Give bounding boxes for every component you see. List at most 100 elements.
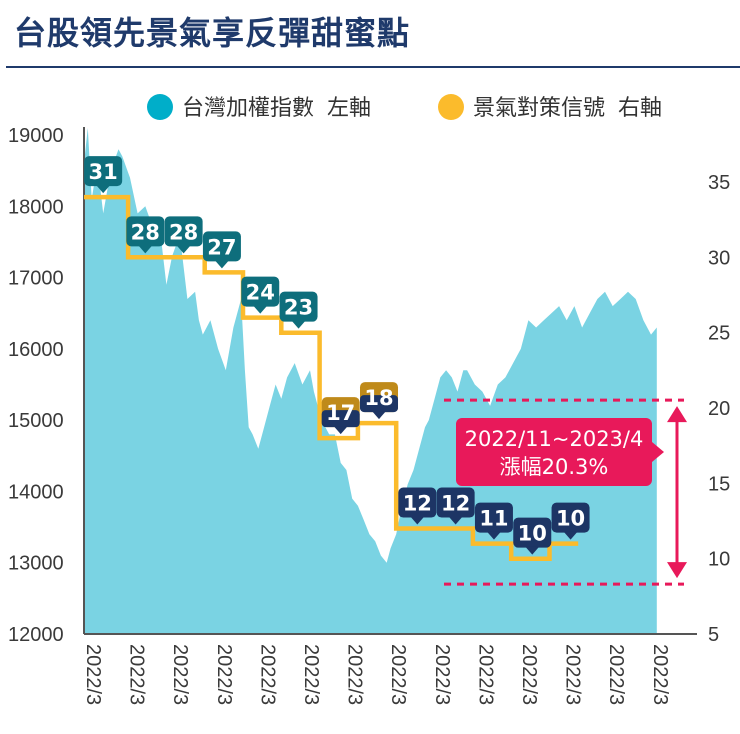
badge-box-lower: [360, 395, 399, 413]
x-tick-label: 2022/3: [562, 644, 584, 705]
annotation-box: [456, 418, 652, 486]
badge-box: [202, 231, 241, 262]
x-tick-label: 2022/3: [518, 644, 540, 705]
badge-value: 12: [441, 492, 470, 516]
badge-value: 28: [131, 220, 160, 244]
x-tick-label: 2022/3: [256, 644, 278, 705]
x-tick-label: 2022/3: [213, 644, 235, 705]
annotation-line: 2022/11~2023/4: [465, 427, 644, 451]
right-tick-label: 5: [708, 624, 719, 646]
annotation-guides: [444, 398, 684, 586]
range-arrow-down: [667, 562, 687, 579]
right-tick-label: 30: [708, 247, 730, 269]
signal-badges: 31 28 28 27 24 23 17 18 12 12 11 10 10: [84, 156, 590, 555]
right-tick-label: 15: [708, 473, 730, 495]
right-axis-ticks: 35 30 25 20 15 10 5: [708, 172, 730, 646]
left-tick-label: 17000: [8, 268, 64, 290]
x-tick-label: 2022/3: [300, 644, 322, 705]
left-tick-label: 14000: [8, 481, 64, 503]
left-axis-ticks: 19000 18000 17000 16000 15000 14000 13000 12000: [8, 125, 64, 646]
badge-box: [84, 156, 123, 187]
chart-title: 台股領先景氣享反彈甜蜜點: [14, 14, 411, 52]
x-tick-label: 2022/3: [474, 644, 496, 705]
badge-box: [513, 517, 552, 548]
legend-label: 台灣加權指數: [182, 96, 314, 121]
title-divider: [6, 66, 740, 68]
badge-pointer: [176, 245, 191, 254]
badge-pointer: [448, 516, 463, 525]
signal-step-line: [83, 194, 579, 561]
badge-pointer: [291, 320, 306, 329]
right-tick-label: 10: [708, 549, 730, 571]
taiex-area: [84, 127, 657, 635]
badge-value: 18: [364, 386, 393, 410]
signal-badge: 31: [84, 156, 123, 194]
right-tick-label: 35: [708, 172, 730, 194]
signal-badge: 27: [202, 231, 241, 269]
badge-box: [164, 216, 203, 247]
badge-box: [126, 216, 165, 247]
badge-pointer: [333, 426, 348, 435]
badge-value: 27: [207, 235, 236, 259]
badge-box: [398, 487, 437, 518]
left-tick-label: 18000: [8, 196, 64, 218]
badge-value: 31: [89, 160, 118, 184]
legend-label: 景氣對策信號: [473, 96, 605, 121]
annotation-line: 漲幅20.3%: [500, 455, 609, 479]
left-tick-label: 15000: [8, 410, 64, 432]
badge-value: 11: [479, 507, 508, 531]
x-tick-label: 2022/3: [431, 644, 453, 705]
x-tick-label: 2022/3: [344, 644, 366, 705]
badge-value: 23: [284, 296, 313, 320]
signal-badge: 10: [551, 502, 590, 540]
badge-pointer: [525, 546, 540, 555]
legend-swatch: [147, 94, 173, 120]
signal-badge: 28: [126, 216, 165, 254]
badge-pointer: [138, 245, 153, 254]
badge-pointer: [214, 260, 229, 269]
badge-value: 10: [518, 522, 547, 546]
x-axis-ticks: 2022/3 2022/3 2022/3 2022/3 2022/3 2022/3 2022…: [82, 644, 671, 705]
badge-box: [436, 487, 475, 518]
annotation: 2022/11~2023/4 漲幅20.3%: [456, 406, 687, 579]
signal-badge: 18: [360, 382, 399, 420]
axes: [83, 127, 697, 635]
left-tick-label: 12000: [8, 624, 64, 646]
signal-badge: 12: [398, 487, 437, 525]
badge-box: [279, 291, 318, 322]
x-tick-label: 2022/3: [605, 644, 627, 705]
badge-value: 12: [403, 492, 432, 516]
right-tick-label: 25: [708, 323, 730, 345]
badge-box-lower: [321, 410, 360, 428]
signal-badge: 28: [164, 216, 203, 254]
badge-pointer: [486, 531, 501, 540]
badge-value: 24: [246, 281, 275, 305]
badge-pointer: [96, 185, 111, 194]
range-arrow-up: [667, 406, 687, 423]
left-tick-label: 16000: [8, 339, 64, 361]
x-tick-label: 2022/3: [126, 644, 148, 705]
left-tick-label: 19000: [8, 125, 64, 147]
signal-badge: 11: [474, 502, 513, 540]
badge-box: [241, 276, 280, 307]
signal-badge: 12: [436, 487, 475, 525]
badge-value: 17: [326, 401, 355, 425]
legend-axis-note: 左軸: [327, 96, 371, 121]
badge-box: [474, 502, 513, 533]
legend-entry: 景氣對策信號 右軸: [438, 94, 662, 121]
badge-value: 28: [169, 220, 198, 244]
legend-entry: 台灣加權指數 左軸: [147, 94, 371, 121]
legend-axis-note: 右軸: [618, 96, 662, 121]
x-tick-label: 2022/3: [169, 644, 191, 705]
signal-badge: 23: [279, 291, 318, 329]
signal-badge: 10: [513, 517, 552, 555]
right-tick-label: 20: [708, 398, 730, 420]
x-tick-label: 2022/3: [387, 644, 409, 705]
annotation-pointer: [652, 442, 664, 462]
badge-pointer: [372, 411, 387, 420]
badge-box: [551, 502, 590, 533]
signal-badge: 17: [321, 397, 360, 435]
signal-badge: 24: [241, 276, 280, 314]
legend-swatch: [438, 94, 464, 120]
